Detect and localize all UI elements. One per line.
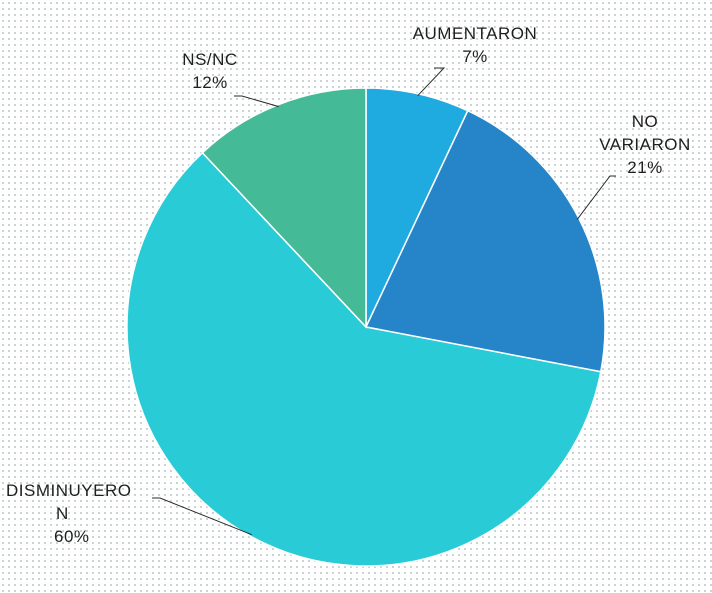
slice-name: DISMINUYERO bbox=[6, 481, 132, 500]
slice-percent: 7% bbox=[462, 47, 488, 66]
leader-ns-nc bbox=[234, 95, 279, 108]
slice-disminuyeron bbox=[126, 151, 602, 567]
leader-lines bbox=[152, 67, 616, 536]
slice-name-line-2: VARIARON bbox=[599, 135, 691, 154]
leader-aumentaron bbox=[417, 67, 446, 97]
slice-aumentaron bbox=[365, 87, 469, 328]
slice-no-variaron bbox=[364, 109, 606, 373]
slice-percent: 12% bbox=[192, 73, 228, 92]
slice-label-disminuyeron: DISMINUYERO N 60% bbox=[6, 479, 166, 548]
slice-label-ns-nc: NS/NC 12% bbox=[160, 48, 260, 94]
slice-name: AUMENTARON bbox=[412, 24, 538, 43]
slice-label-aumentaron: AUMENTARON 7% bbox=[400, 22, 550, 68]
slice-name-line-2: N bbox=[56, 504, 69, 523]
slice-percent: 60% bbox=[54, 527, 90, 546]
leader-disminuyeron bbox=[152, 497, 252, 536]
slice-name: NO bbox=[631, 112, 659, 131]
slice-percent: 21% bbox=[627, 158, 663, 177]
slice-name: NS/NC bbox=[182, 50, 238, 69]
slice-ns-nc bbox=[201, 87, 367, 329]
slice-label-no-variaron: NO VARIARON 21% bbox=[585, 110, 705, 179]
pie-slices bbox=[126, 87, 606, 567]
leader-no-variaron bbox=[576, 175, 616, 220]
